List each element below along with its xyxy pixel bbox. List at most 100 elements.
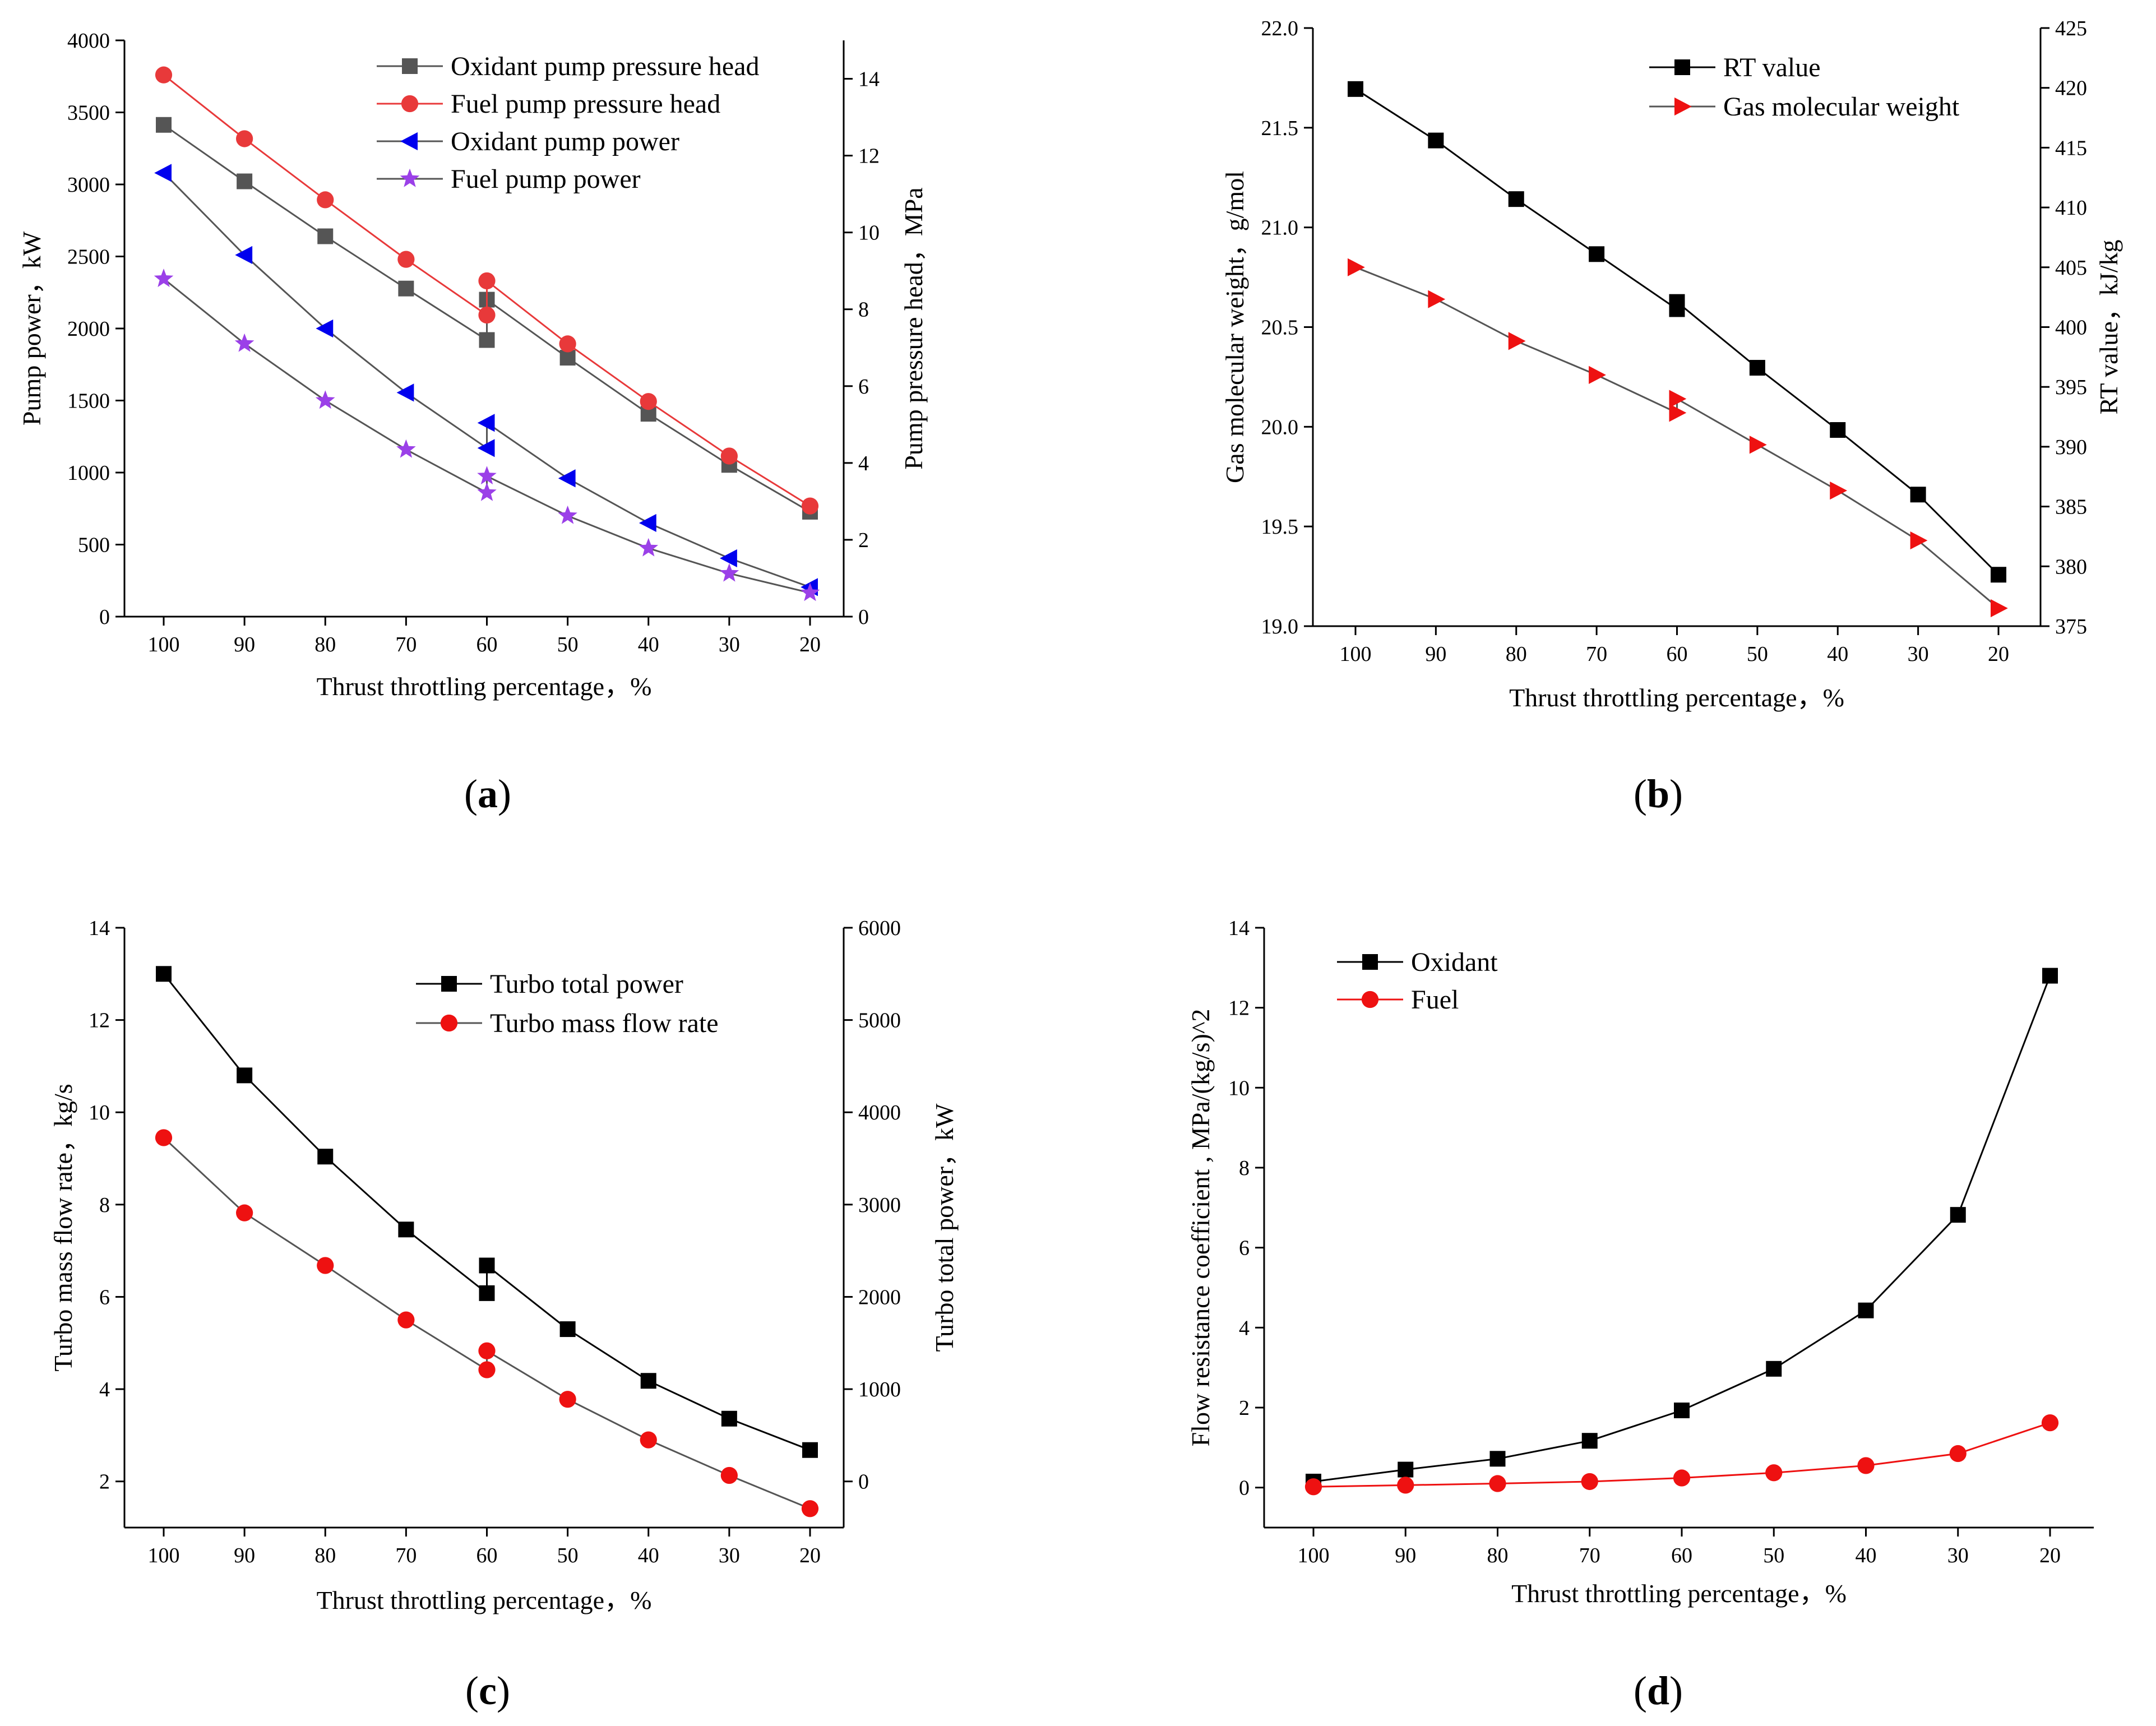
x-tick-label: 60 (476, 633, 498, 656)
series-rt-value: RT value (1348, 53, 2006, 583)
series-fuel-pump-power: Fuel pump power (154, 164, 820, 601)
data-point (479, 332, 495, 348)
legend-marker (1361, 991, 1379, 1008)
data-point (478, 272, 496, 290)
y-tick-label: 3500 (67, 101, 110, 125)
data-point (800, 582, 820, 601)
data-point (237, 1067, 253, 1084)
y-right-tick-label: 6000 (858, 917, 901, 940)
series-fuel: Fuel (1304, 985, 2059, 1496)
y-tick-label: 8 (1239, 1156, 1250, 1180)
x-tick-label: 60 (1667, 642, 1688, 666)
data-point (477, 482, 497, 501)
data-point (236, 1204, 253, 1221)
series-turbo-mass-flow-rate: Turbo mass flow rate (155, 1008, 819, 1517)
data-point (640, 1431, 657, 1449)
data-point (398, 1221, 414, 1238)
data-point (1669, 404, 1687, 422)
data-point (1489, 1451, 1506, 1467)
legend-marker (400, 132, 418, 151)
data-point (720, 1466, 738, 1484)
y-tick-label: 14 (89, 917, 110, 940)
y-right-axis-label: RT value，kJ/kg (2094, 240, 2123, 415)
data-point (156, 966, 172, 982)
x-tick-label: 40 (638, 1544, 659, 1567)
caption-close: ) (498, 771, 511, 816)
y-right-tick-label: 2000 (858, 1285, 901, 1309)
data-point (478, 1361, 496, 1378)
y-right-tick-label: 6 (858, 375, 869, 399)
data-point (1348, 258, 1365, 276)
y-tick-label: 8 (99, 1193, 110, 1217)
y-right-tick-label: 1000 (858, 1378, 901, 1401)
y-tick-label: 2000 (67, 317, 110, 341)
data-point (1991, 599, 2008, 618)
legend-label: Turbo mass flow rate (490, 1008, 719, 1038)
y-tick-label: 20.5 (1261, 316, 1299, 340)
data-point (1674, 1402, 1690, 1418)
data-point (477, 439, 495, 457)
legend-marker (400, 168, 420, 187)
y-right-tick-label: 4000 (858, 1101, 901, 1125)
x-tick-label: 30 (1947, 1544, 1969, 1567)
data-point (1949, 1445, 1967, 1463)
y-tick-label: 21.5 (1261, 117, 1299, 140)
data-point (1950, 1207, 1966, 1223)
y-right-tick-label: 3000 (858, 1193, 901, 1217)
y-right-axis-label: Turbo total power，kW (930, 1103, 959, 1352)
y-tick-label: 19.5 (1261, 515, 1299, 539)
chart-a: 0 500 1000 1500 2000 2500 3000 3500 4000 0 2 4 6 8 10 1… (17, 29, 928, 816)
y-tick-label: 10 (89, 1101, 110, 1125)
caption-close: ) (1669, 771, 1683, 816)
x-tick-label: 40 (1856, 1544, 1877, 1567)
x-tick-label: 50 (557, 1544, 579, 1567)
series-line (1355, 88, 2000, 576)
data-point (1397, 1477, 1414, 1494)
x-tick-label: 90 (234, 1544, 255, 1567)
data-point (1910, 531, 1928, 550)
data-point (317, 1257, 334, 1274)
x-axis-label: Thrust throttling percentage，% (317, 1586, 652, 1614)
y-tick-label: 2 (1239, 1396, 1250, 1420)
y-right-tick-label: 415 (2055, 136, 2087, 160)
data-point (1669, 294, 1685, 310)
data-point (155, 1129, 173, 1146)
x-tick-label: 50 (1747, 642, 1768, 666)
series-oxidant-pump-power: Oxidant pump power (154, 127, 818, 596)
x-axis-label: Thrust throttling percentage，% (317, 672, 652, 701)
y-tick-label: 0 (99, 605, 110, 629)
chart-d: 0 2 4 6 8 10 12 14 100 90 80 70 60 50 40 30 20 Thrust thr… (1186, 917, 2094, 1713)
data-point (154, 164, 172, 182)
y-right-tick-label: 12 (858, 145, 880, 168)
series-line (163, 973, 811, 1451)
data-point (155, 66, 173, 84)
y-right-tick-label: 385 (2055, 496, 2087, 519)
series-oxidant: Oxidant (1306, 947, 2058, 1489)
data-point (559, 1391, 576, 1408)
x-tick-label: 40 (1827, 642, 1848, 666)
y-right-tick-label: 405 (2055, 256, 2087, 280)
x-tick-label: 20 (799, 633, 821, 656)
legend-marker (401, 95, 419, 113)
legend-marker (440, 1014, 458, 1032)
y-tick-label: 6 (99, 1285, 110, 1309)
y-tick-label: 4 (99, 1378, 110, 1401)
y-right-tick-label: 14 (858, 68, 880, 91)
data-point (1581, 1433, 1598, 1449)
series-gas-molecular-weight: Gas molecular weight (1348, 92, 2008, 618)
legend-label: Fuel (1411, 985, 1459, 1015)
legend-label: Fuel pump pressure head (451, 89, 720, 119)
y-tick-label: 2500 (67, 246, 110, 269)
x-axis-label: Thrust throttling percentage，% (1509, 683, 1844, 712)
x-tick-label: 40 (638, 633, 659, 656)
y-tick-label: 4 (1239, 1316, 1250, 1340)
series-fuel-pump-pressure-head: Fuel pump pressure head (155, 66, 819, 515)
x-tick-label: 50 (1763, 1544, 1784, 1567)
data-point (1428, 132, 1444, 149)
y-tick-label: 3000 (67, 173, 110, 197)
caption-open: ( (464, 771, 478, 816)
data-point (237, 173, 253, 189)
data-point (397, 251, 415, 268)
x-tick-label: 70 (1579, 1544, 1600, 1567)
data-point (640, 393, 657, 410)
